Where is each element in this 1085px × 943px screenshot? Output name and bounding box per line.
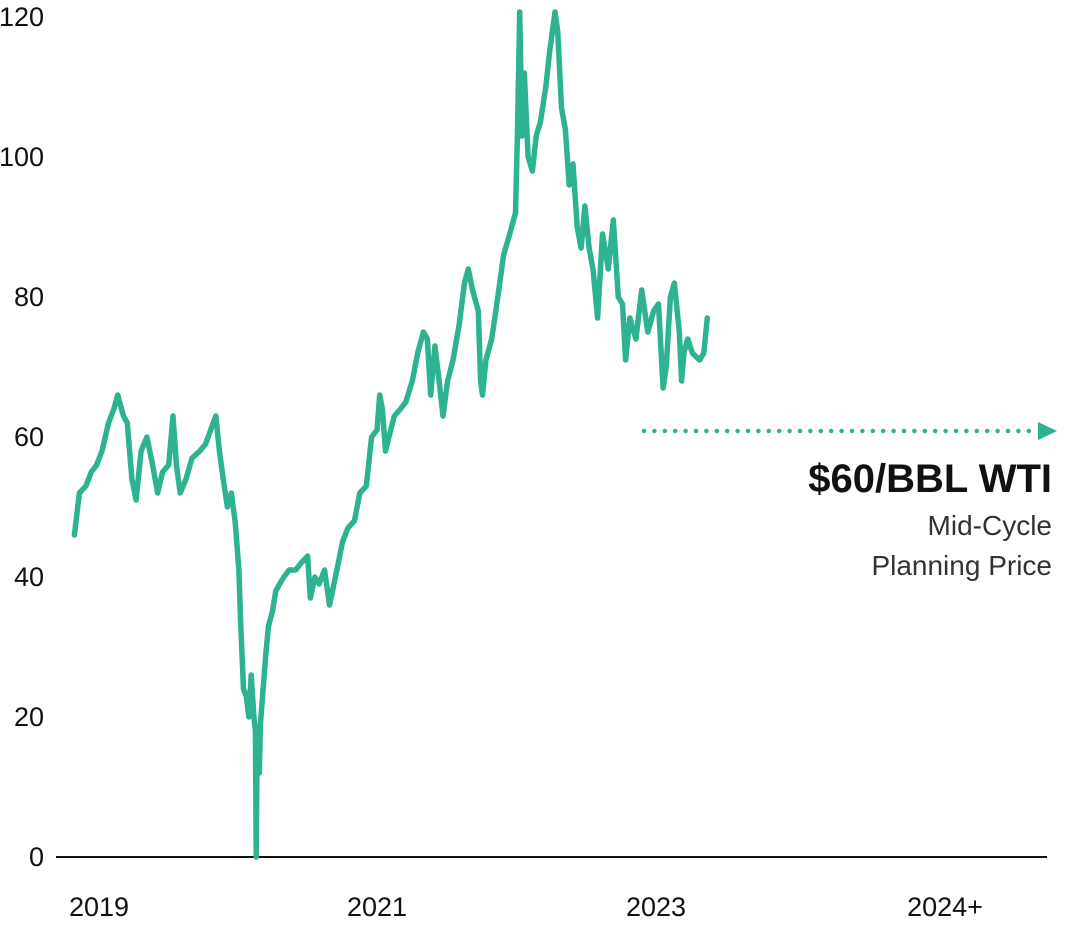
planning-price-annotation: $60/BBL WTI Mid-Cycle Planning Price [641, 422, 1057, 581]
y-tick-label: 100 [0, 142, 44, 172]
annotation-headline: $60/BBL WTI [808, 457, 1052, 501]
x-tick-label: 2019 [69, 892, 129, 922]
y-tick-label: 20 [14, 702, 44, 732]
y-axis-ticks: 0 20 40 60 80 100 120 [0, 2, 44, 872]
y-tick-label: 40 [14, 562, 44, 592]
y-tick-label: 120 [0, 2, 44, 32]
y-tick-label: 60 [14, 422, 44, 452]
x-tick-label: 2023 [626, 892, 686, 922]
y-tick-label: 0 [29, 842, 44, 872]
x-tick-label: 2021 [347, 892, 407, 922]
arrow-head-icon [1038, 422, 1057, 440]
x-tick-label: 2024+ [907, 892, 983, 922]
annotation-subtitle-line2: Planning Price [871, 550, 1052, 581]
wti-price-line [71, 9, 711, 860]
annotation-subtitle-line1: Mid-Cycle [928, 510, 1052, 541]
x-axis-ticks: 2019 2021 2023 2024+ [69, 892, 983, 922]
y-tick-label: 80 [14, 282, 44, 312]
